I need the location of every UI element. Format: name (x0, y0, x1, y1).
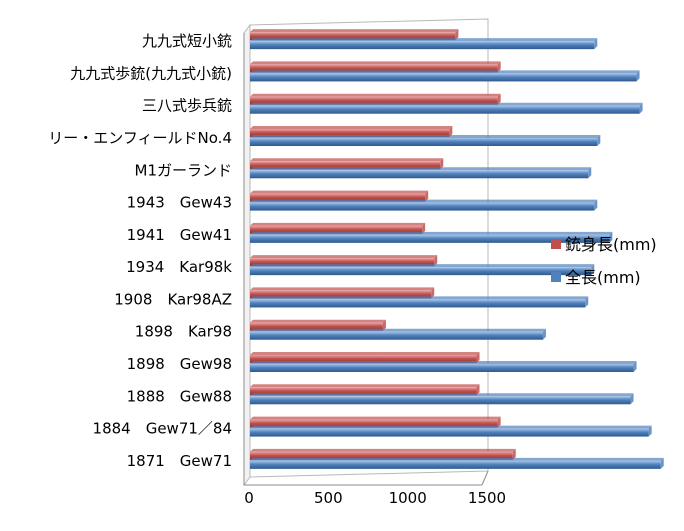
category-label: 1908 Kar98AZ (114, 290, 232, 308)
category-label: 1898 Kar98 (135, 323, 232, 341)
bar-barrel-length (250, 61, 501, 73)
bar-overall-length (250, 167, 592, 179)
x-tick-labels: 0 500 1000 1500 (244, 489, 506, 507)
x-tick-label: 1500 (468, 489, 506, 507)
category-label: 九九式歩銃(九九式小銃) (70, 64, 232, 82)
legend-label-barrel-length: 銃身長(mm) (565, 235, 657, 254)
plot-walls (243, 18, 489, 487)
category-label: 1898 Gew98 (127, 355, 232, 373)
legend: 銃身長(mm) 全長(mm) (551, 235, 657, 287)
category-label: 1884 Gew71／84 (93, 420, 232, 438)
category-label: 九九式短小銃 (142, 32, 232, 50)
x-tick-label: 1000 (389, 489, 427, 507)
bar-barrel-length (250, 190, 429, 202)
bar-overall-length (250, 135, 601, 146)
bar-overall-length (250, 457, 664, 469)
legend-label-overall-length: 全長(mm) (565, 268, 641, 287)
bar-barrel-length (250, 255, 438, 267)
bar-overall-length (250, 102, 643, 114)
bar-overall-length (250, 38, 598, 50)
bar-overall-length (250, 328, 546, 340)
category-label: 1943 Gew43 (127, 194, 232, 212)
bar-overall-length (250, 361, 637, 372)
bar-barrel-length (250, 352, 480, 363)
floor-wall (243, 23, 251, 487)
bar-overall-length (250, 425, 652, 437)
bar-barrel-length (250, 29, 459, 41)
bar-barrel-length (250, 416, 501, 428)
back-wall (249, 18, 489, 478)
category-label: 三八式歩兵銃 (142, 97, 232, 115)
bar-barrel-length (250, 287, 435, 299)
bar-barrel-length (250, 93, 501, 105)
bar-barrel-length (250, 384, 480, 396)
bar-overall-length (250, 231, 613, 243)
category-label: 1941 Gew41 (127, 226, 232, 244)
x-tick-label: 0 (244, 489, 254, 507)
bar-barrel-length (250, 126, 453, 137)
bars-layer (250, 29, 664, 469)
bar-overall-length (250, 70, 640, 82)
x-axis-depth-line (481, 470, 489, 486)
bar-overall-length (250, 199, 598, 211)
bar-barrel-length (250, 319, 386, 331)
category-label: 1888 Gew88 (127, 387, 232, 405)
category-label: M1ガーランド (135, 161, 233, 179)
category-label: 1871 Gew71 (127, 452, 232, 470)
category-label: リー・エンフィールドNo.4 (48, 129, 232, 147)
legend-swatch-overall-length (551, 272, 561, 282)
category-label: 1934 Kar98k (126, 258, 232, 276)
x-tick-label: 500 (314, 489, 343, 507)
legend-swatch-barrel-length (551, 239, 561, 249)
bar-barrel-length (250, 158, 444, 170)
bar-overall-length (250, 264, 595, 276)
bar-barrel-length (250, 222, 426, 234)
bar-barrel-length (250, 448, 516, 460)
bar-overall-length (250, 393, 634, 405)
bar-overall-length (250, 296, 589, 308)
